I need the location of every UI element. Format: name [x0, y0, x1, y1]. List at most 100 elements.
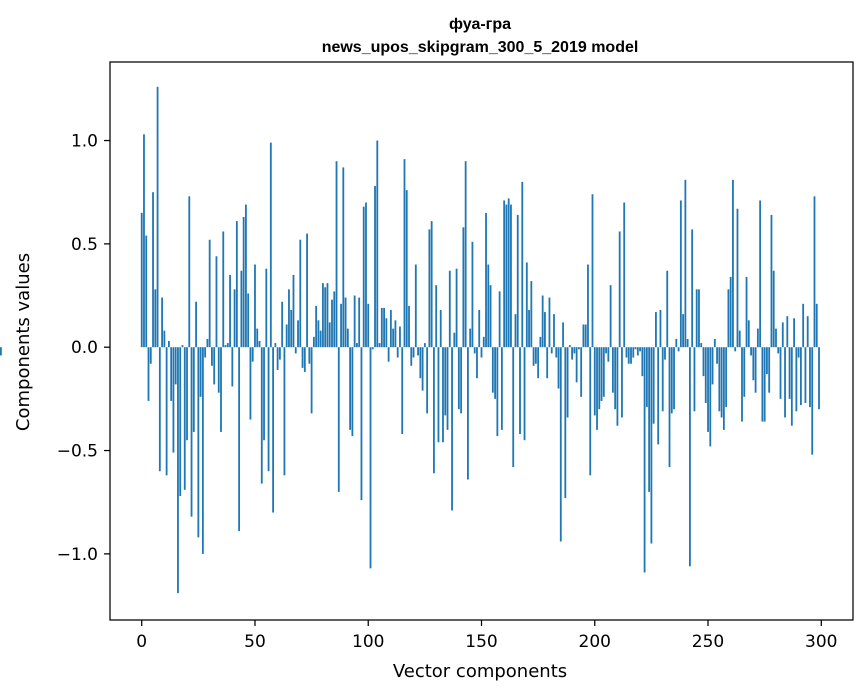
bar	[319, 330, 322, 348]
bar	[292, 274, 295, 348]
bar	[356, 343, 358, 348]
bar	[158, 347, 161, 472]
bar	[183, 347, 186, 490]
bar	[709, 347, 712, 447]
bar	[514, 314, 517, 348]
bar	[378, 343, 381, 348]
bar	[754, 347, 757, 393]
bar	[369, 347, 372, 569]
bar	[756, 328, 759, 348]
bar	[623, 202, 626, 348]
bar	[806, 316, 809, 348]
bar	[795, 347, 798, 412]
bar	[607, 347, 610, 362]
bar	[507, 198, 510, 348]
bar	[414, 264, 417, 348]
bar	[811, 347, 814, 455]
bar	[575, 347, 578, 383]
bar	[426, 347, 429, 414]
bar	[729, 276, 732, 348]
bars-group	[0, 86, 820, 594]
bar	[448, 270, 451, 348]
bar	[537, 347, 540, 379]
bar	[652, 347, 655, 424]
bar	[761, 347, 764, 422]
bar	[428, 229, 431, 348]
x-tick-label: 100	[352, 632, 384, 652]
bar	[260, 347, 263, 484]
bar	[421, 347, 424, 391]
bar	[317, 320, 320, 348]
bar	[206, 338, 209, 348]
bar	[734, 347, 737, 352]
bar	[650, 347, 653, 544]
bar	[498, 291, 501, 348]
bar	[539, 336, 542, 348]
bar	[487, 264, 490, 348]
bar	[677, 347, 680, 352]
bar	[587, 264, 589, 348]
bar	[263, 347, 265, 441]
bar	[473, 347, 476, 354]
bar	[478, 310, 481, 348]
bar	[516, 214, 519, 348]
bar	[707, 347, 709, 432]
bar	[453, 332, 456, 348]
bar	[578, 347, 580, 350]
bar	[204, 347, 207, 358]
bar	[405, 190, 408, 348]
bar	[625, 347, 628, 358]
bar	[462, 227, 465, 348]
bar	[523, 347, 526, 441]
bar	[353, 295, 356, 348]
bar	[331, 299, 333, 348]
bar	[199, 347, 202, 397]
bar	[140, 212, 143, 348]
bar	[559, 347, 562, 542]
bar	[410, 347, 413, 366]
x-tick-label: 150	[465, 632, 497, 652]
bar	[238, 347, 241, 532]
bar	[505, 204, 508, 348]
bar	[718, 347, 721, 412]
bar	[691, 229, 694, 348]
bar	[736, 208, 739, 348]
bar	[401, 347, 404, 434]
bar	[389, 310, 392, 348]
bar	[0, 347, 2, 356]
bar	[621, 347, 623, 418]
bar	[648, 347, 651, 492]
bar	[566, 347, 569, 418]
bar	[482, 336, 485, 348]
bar	[269, 142, 272, 348]
bar	[376, 140, 379, 348]
y-axis-label: Components values	[13, 253, 34, 431]
bar	[408, 305, 410, 348]
bar	[784, 347, 786, 418]
bar	[172, 347, 175, 453]
bar	[467, 347, 469, 480]
bar	[328, 322, 331, 348]
bar	[179, 347, 182, 496]
bar	[288, 289, 290, 348]
bar	[226, 343, 229, 348]
bar	[550, 347, 553, 354]
bar	[752, 347, 755, 381]
bar	[396, 347, 399, 358]
bar	[247, 293, 250, 348]
bar	[799, 347, 802, 406]
bar	[670, 347, 673, 414]
bar	[818, 347, 820, 410]
bar	[655, 312, 657, 348]
bar	[636, 347, 639, 356]
bar	[591, 194, 594, 348]
bar	[589, 347, 592, 476]
bar	[682, 314, 685, 348]
bar	[759, 200, 762, 348]
bar	[711, 347, 714, 385]
x-tick-label: 300	[805, 632, 837, 652]
bar	[149, 347, 152, 364]
bar	[451, 347, 453, 511]
bar	[815, 303, 818, 348]
